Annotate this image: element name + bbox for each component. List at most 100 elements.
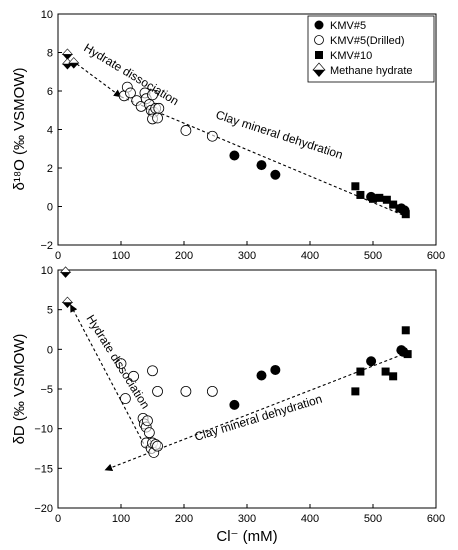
point-kmv-10: [403, 350, 412, 359]
point-kmv-5-drilled: [152, 112, 163, 124]
x-tick-label: 600: [427, 250, 445, 262]
point-kmv-5-drilled: [143, 427, 155, 439]
y-tick-label: 8: [47, 48, 53, 60]
point-kmv-10: [395, 204, 404, 213]
hydrate-dissociation-label: Hydrate dissociation: [83, 312, 152, 411]
point-kmv-5-drilled: [152, 385, 163, 397]
x-tick-label: 400: [301, 250, 319, 262]
y-tick-label: 2: [47, 163, 53, 175]
x-tick-label: 300: [238, 513, 256, 525]
x-tick-label: 400: [301, 513, 319, 525]
point-kmv-5: [366, 356, 377, 367]
y-tick-label: 10: [41, 265, 53, 277]
point-kmv-10: [382, 195, 391, 204]
point-kmv-5-drilled: [128, 370, 140, 382]
x-tick-label: 200: [175, 513, 193, 525]
point-kmv-5: [229, 399, 240, 410]
point-kmv-5: [229, 150, 240, 161]
point-kmv-5-drilled: [120, 393, 131, 404]
point-methane-hydrate: [61, 296, 74, 309]
x-tick-label: 100: [112, 513, 130, 525]
x-axis-ticks: 0 100 200 300 400 500 600: [55, 241, 445, 262]
legend-marker-filled-circle: [314, 20, 324, 30]
hydrate-dissociation-arrow: [76, 63, 122, 98]
y-axis-ticks: −20 −15 −10 −5 0 5 10: [34, 265, 62, 515]
point-kmv-10: [381, 367, 390, 376]
point-kmv-5: [256, 370, 267, 381]
point-methane-hydrate: [68, 57, 80, 69]
x-axis-label: Cl⁻ (mM): [216, 528, 277, 545]
point-kmv-5-drilled: [147, 89, 158, 101]
point-methane-hydrate: [61, 48, 74, 60]
point-kmv-10: [401, 210, 410, 219]
point-kmv-10: [389, 200, 398, 209]
y-tick-label: 6: [47, 86, 53, 98]
x-tick-label: 200: [175, 250, 193, 262]
point-kmv-5-drilled: [115, 358, 127, 370]
y-tick-label: −20: [34, 503, 53, 515]
point-kmv-10: [351, 182, 360, 191]
y-tick-label: −15: [34, 463, 53, 475]
y-tick-label: 5: [47, 305, 53, 317]
point-kmv-5-drilled: [125, 87, 136, 99]
point-kmv-5-drilled: [206, 385, 218, 397]
x-axis-ticks: 0 100 200 300 400 500 600: [55, 504, 445, 525]
x-tick-label: 500: [364, 513, 382, 525]
point-kmv-10: [351, 387, 360, 396]
point-kmv-5-drilled: [206, 130, 218, 142]
legend-item-kmv10: KMV#10: [315, 50, 372, 62]
point-kmv-5-drilled: [152, 440, 163, 452]
point-kmv-5-drilled: [180, 125, 192, 136]
point-kmv-5-drilled: [147, 365, 158, 377]
legend-label-kmv5-drilled: KMV#5(Drilled): [330, 35, 405, 47]
legend-item-kmv5: KMV#5: [314, 20, 366, 32]
x-tick-label: 500: [364, 250, 382, 262]
point-kmv-5-drilled: [142, 415, 153, 427]
data-points: [59, 266, 412, 458]
y-axis-label: δD (‰ VSMOW): [11, 334, 28, 445]
point-kmv-5-drilled: [180, 385, 192, 397]
x-tick-label: 600: [427, 513, 445, 525]
legend-marker-open-circle: [314, 35, 324, 45]
legend-label-methane-hydrate: Methane hydrate: [330, 65, 413, 77]
legend-marker-filled-square: [315, 51, 323, 59]
point-methane-hydrate: [59, 266, 72, 278]
clay-dehydration-label: Clay mineral dehydration: [193, 392, 324, 444]
point-kmv-10: [401, 326, 410, 335]
point-kmv-10: [356, 190, 365, 199]
x-tick-label: 0: [55, 513, 61, 525]
y-tick-label: 0: [47, 202, 53, 214]
y-tick-label: −2: [40, 240, 53, 252]
legend-label-kmv10: KMV#10: [330, 50, 372, 62]
legend-marker-half-diamond: [313, 70, 325, 77]
legend-box: [307, 15, 435, 83]
point-kmv-5: [270, 364, 281, 375]
y-tick-label: −10: [34, 424, 53, 436]
legend-item-kmv5-drilled: KMV#5(Drilled): [314, 35, 405, 47]
point-kmv-10: [369, 194, 377, 203]
hydrogen-isotope-panel: 0 100 200 300 400 500 600 −20 −15 −10 −5 0 5 10 Hydr…: [11, 265, 445, 545]
legend-item-methane-hydrate: Methane hydrate: [312, 62, 413, 77]
point-kmv-10: [356, 367, 365, 376]
y-tick-label: 0: [47, 344, 53, 356]
clay-dehydration-arrow: [120, 96, 408, 218]
y-axis-label: δ¹⁸O (‰ VSMOW): [11, 67, 28, 190]
x-tick-label: 300: [238, 250, 256, 262]
y-tick-label: −5: [40, 384, 53, 396]
x-tick-label: 0: [55, 250, 61, 262]
data-points: [61, 48, 410, 219]
point-kmv-5: [256, 160, 267, 171]
point-kmv-10: [375, 193, 384, 202]
legend-label-kmv5: KMV#5: [330, 20, 366, 32]
point-kmv-5-drilled: [153, 102, 165, 114]
legend-marker-half-diamond-top: [312, 62, 326, 71]
y-axis-ticks: −2 0 2 4 6 8 10: [40, 9, 62, 252]
point-kmv-10: [389, 372, 398, 381]
x-tick-label: 100: [112, 250, 130, 262]
legend: KMV#5 KMV#5(Drilled) KMV#10 Methane hydr…: [307, 15, 435, 83]
point-kmv-5: [270, 169, 281, 180]
y-tick-label: 10: [41, 9, 53, 21]
y-tick-label: 4: [47, 125, 53, 137]
